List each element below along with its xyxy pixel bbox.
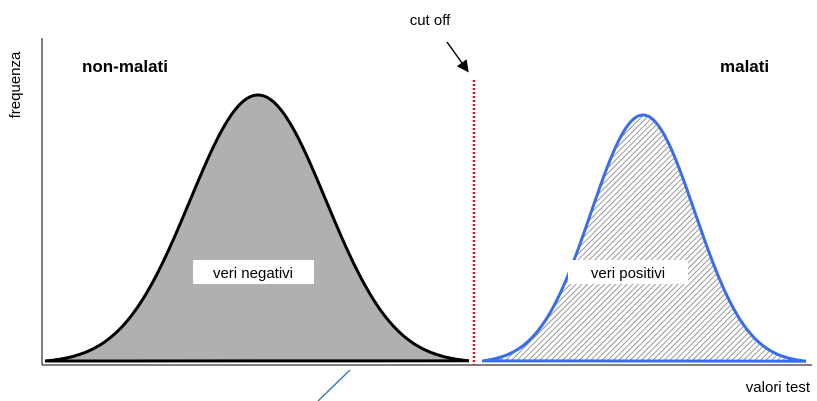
label-box [193,260,314,284]
cutoff-label: cut off [410,12,451,29]
label-box [568,260,688,284]
region-label: veri negativi [213,265,293,282]
group-label: malati [720,57,769,76]
region-label: veri positivi [591,265,665,282]
x-axis-label: valori test [746,379,811,396]
malati-curve [481,113,807,363]
non-malati-curve [44,93,470,363]
pointer-line [317,369,351,401]
group-label: non-malati [82,57,168,76]
y-axis-label: frequenza [7,51,24,118]
cutoff-arrow [446,41,469,73]
